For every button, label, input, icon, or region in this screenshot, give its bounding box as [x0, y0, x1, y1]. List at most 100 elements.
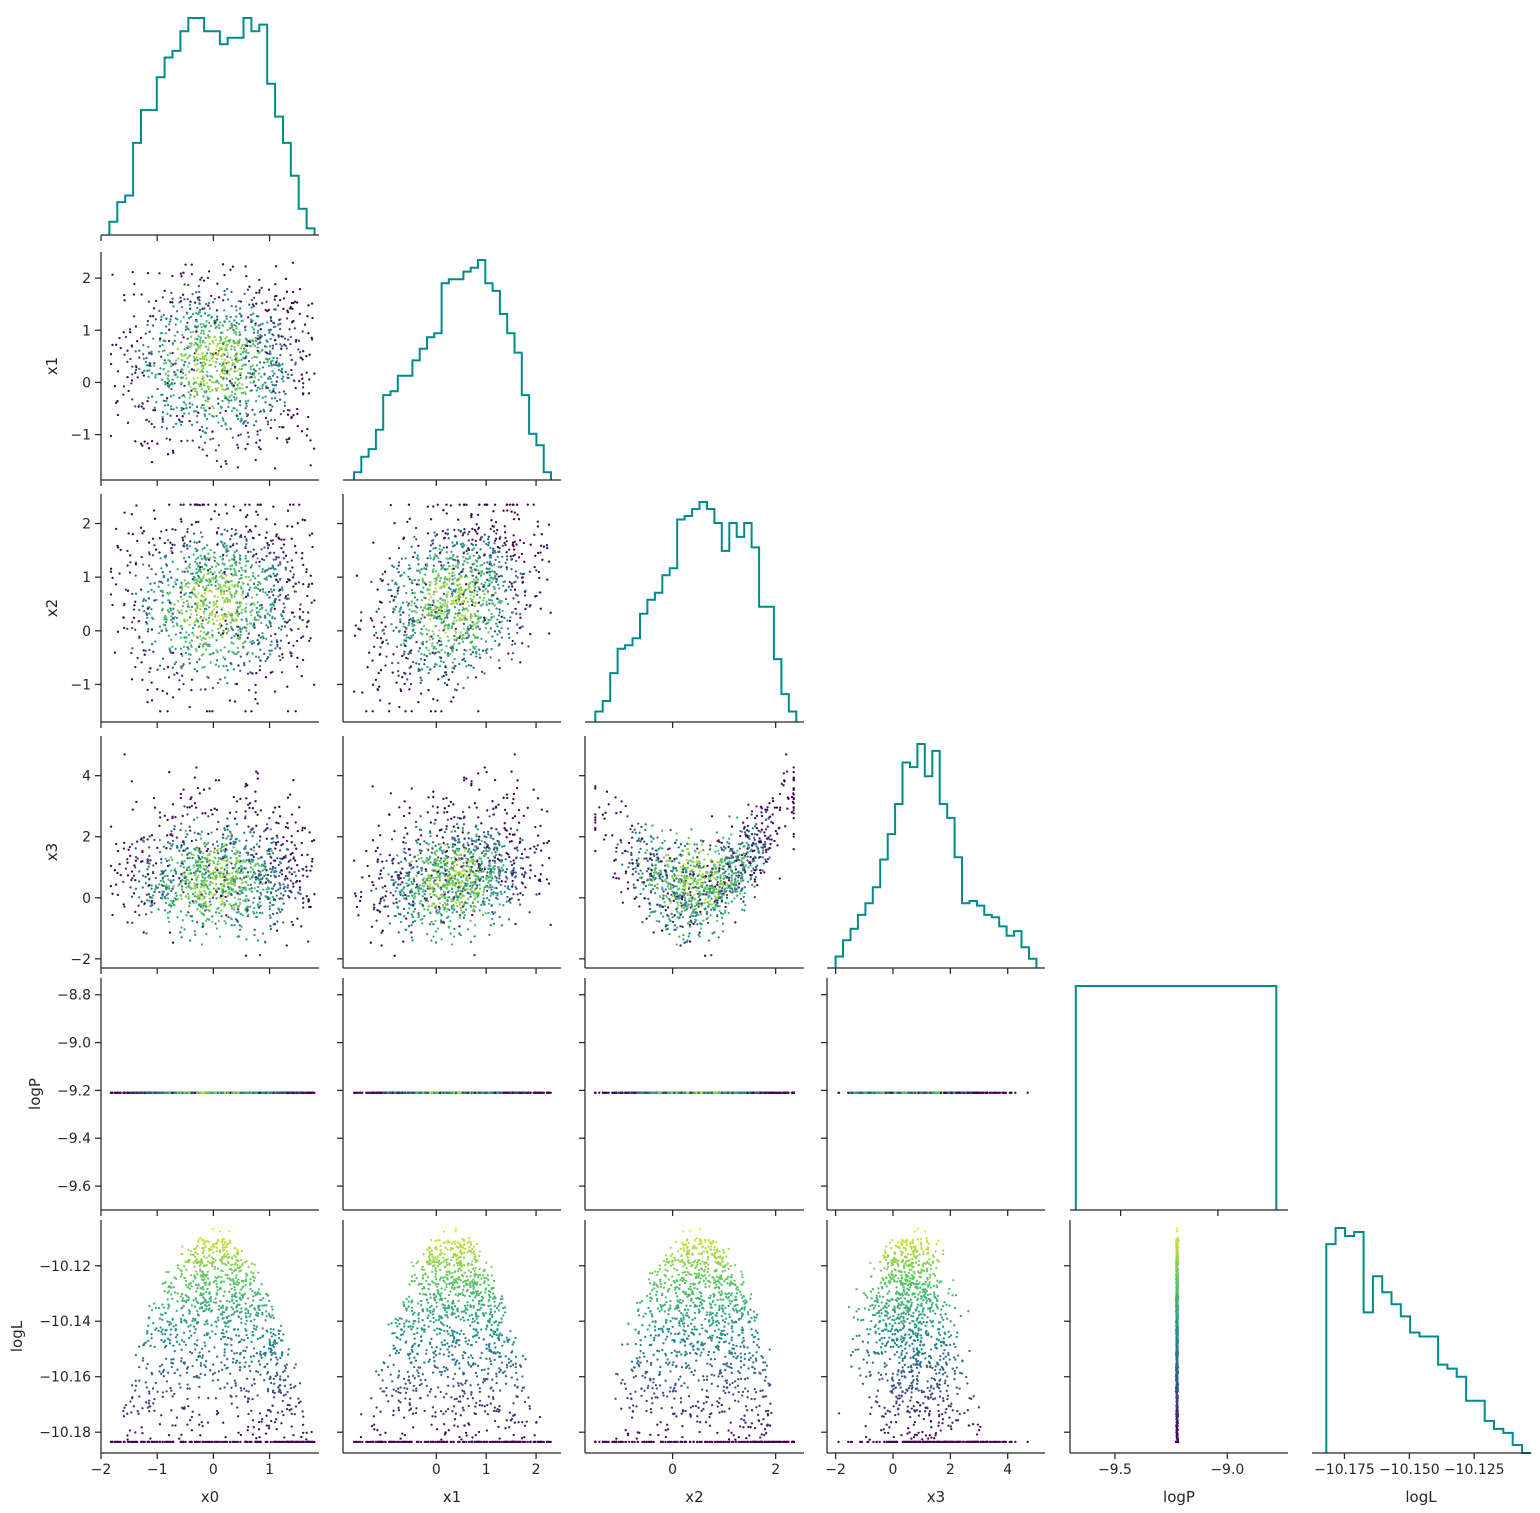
scatter-point — [518, 539, 522, 542]
scatter-point — [275, 556, 278, 559]
scatter-point — [130, 626, 134, 630]
scatter-point — [420, 668, 424, 671]
scatter-point — [180, 376, 183, 379]
scatter-point — [301, 635, 305, 638]
scatter-point — [291, 566, 294, 569]
scatter-point — [206, 847, 210, 851]
scatter-point — [490, 616, 493, 619]
scatter-point — [419, 658, 423, 661]
scatter-point — [203, 546, 206, 550]
scatter-point — [444, 665, 447, 669]
scatter-point — [204, 642, 207, 646]
scatter-point — [164, 620, 168, 624]
scatter-point — [265, 624, 268, 627]
scatter-point — [492, 530, 496, 533]
scatter-point — [220, 593, 223, 596]
scatter-point — [439, 577, 442, 580]
scatter-point — [288, 618, 291, 622]
scatter-point — [312, 839, 316, 842]
scatter-point — [253, 370, 256, 373]
scatter-point — [179, 423, 183, 427]
scatter-point — [458, 572, 461, 575]
scatter-point — [485, 503, 488, 506]
scatter-point — [153, 361, 156, 365]
scatter-point — [205, 633, 208, 636]
scatter-point — [265, 518, 268, 521]
scatter-point — [235, 849, 238, 852]
scatter-point — [461, 658, 464, 662]
scatter-point — [181, 604, 184, 608]
scatter-point — [440, 710, 443, 713]
scatter-point — [171, 551, 174, 555]
scatter-point — [160, 530, 163, 533]
scatter-point — [224, 503, 227, 506]
scatter-point — [250, 564, 254, 567]
scatter-point — [196, 908, 199, 911]
scatter-point — [227, 405, 230, 409]
scatter-point — [193, 503, 197, 506]
scatter-point — [496, 625, 499, 628]
scatter-point — [448, 626, 451, 629]
scatter-point — [193, 866, 196, 869]
scatter-point — [163, 404, 167, 407]
scatter-point — [231, 326, 234, 329]
scatter-point — [138, 356, 141, 359]
scatter-point — [292, 503, 295, 506]
scatter-point — [283, 878, 287, 881]
scatter-point — [290, 813, 294, 816]
scatter-point — [214, 663, 218, 666]
scatter-point — [204, 558, 208, 561]
scatter-point — [207, 631, 210, 634]
scatter-point — [196, 867, 200, 870]
scatter-point — [431, 644, 434, 648]
scatter-point — [178, 611, 181, 614]
scatter-point — [274, 647, 277, 650]
scatter-point — [267, 590, 271, 594]
scatter-point — [159, 318, 163, 321]
scatter-point — [275, 639, 278, 642]
scatter-point — [179, 272, 183, 275]
scatter-point — [165, 887, 168, 891]
scatter-point — [403, 571, 406, 574]
scatter-point — [254, 683, 257, 687]
scatter-point — [466, 627, 469, 631]
scatter-point — [486, 648, 489, 651]
scatter-point — [190, 523, 193, 526]
scatter-point — [235, 682, 239, 686]
scatter-point — [444, 532, 447, 535]
scatter-point — [195, 390, 199, 394]
scatter-point — [194, 560, 197, 563]
scatter-point — [262, 888, 265, 891]
scatter-point — [198, 658, 201, 661]
scatter-point — [269, 891, 273, 894]
scatter-point — [417, 578, 420, 581]
scatter-point — [186, 806, 189, 809]
scatter-point — [249, 883, 253, 887]
scatter-point — [126, 627, 129, 631]
scatter-point — [235, 601, 238, 605]
scatter-point — [252, 328, 256, 331]
scatter-point — [548, 632, 551, 635]
scatter-point — [392, 610, 395, 614]
scatter-point — [261, 568, 264, 571]
scatter-point — [164, 857, 167, 860]
scatter-point — [199, 383, 203, 386]
scatter-point — [451, 670, 454, 674]
scatter-point — [212, 341, 215, 344]
scatter-point — [198, 540, 201, 543]
scatter-point — [192, 369, 196, 372]
scatter-point — [207, 503, 210, 506]
scatter-point — [167, 634, 170, 637]
scatter-point — [255, 356, 258, 359]
scatter-point — [231, 265, 235, 268]
scatter-point — [230, 527, 233, 531]
scatter-point — [271, 837, 274, 840]
scatter-point — [202, 395, 205, 398]
scatter-point — [187, 316, 191, 320]
scatter-point — [134, 350, 137, 353]
scatter-point — [431, 608, 434, 612]
scatter-point — [256, 772, 259, 775]
scatter-point — [116, 893, 120, 897]
scatter-point — [190, 272, 194, 276]
scatter-point — [233, 896, 236, 899]
